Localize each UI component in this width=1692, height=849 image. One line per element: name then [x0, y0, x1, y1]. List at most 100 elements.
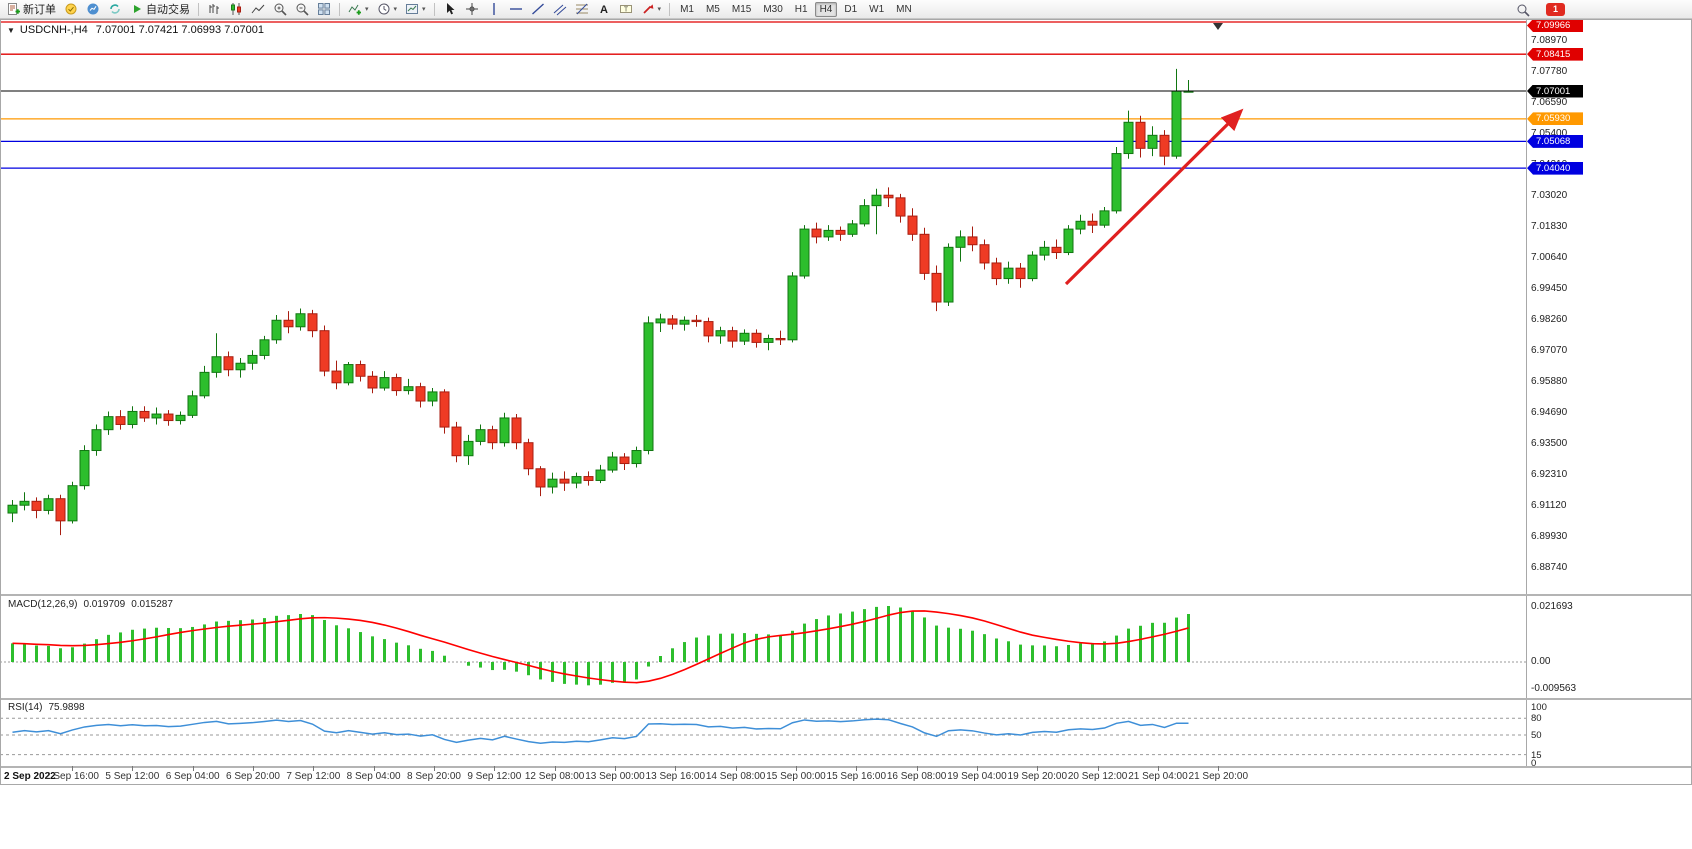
- tf-h4-label: H4: [819, 3, 833, 15]
- rsi-scale-label: 100: [1531, 702, 1547, 713]
- price-tag[interactable]: 7.04040: [1527, 161, 1583, 175]
- time-label: 16 Sep 08:00: [886, 771, 947, 782]
- price-tag[interactable]: 7.07001: [1527, 84, 1583, 98]
- tf-mn-label: MN: [896, 3, 912, 15]
- symbol-period-title: USDCNH-,H4: [19, 24, 88, 36]
- time-label: 15 Sep 16:00: [826, 771, 887, 782]
- price-scale-label: 6.89930: [1531, 530, 1568, 542]
- indicators-button[interactable]: ▾: [345, 0, 372, 18]
- price-tag[interactable]: 7.09966: [1527, 19, 1583, 32]
- tf-m5[interactable]: M5: [701, 2, 725, 17]
- time-tick: [856, 766, 858, 771]
- channel-button[interactable]: [550, 0, 570, 18]
- tf-w1[interactable]: W1: [864, 2, 889, 17]
- time-tick: [614, 766, 616, 771]
- search-button[interactable]: [1513, 1, 1533, 19]
- price-tag[interactable]: 7.05068: [1527, 134, 1583, 148]
- text-label-button[interactable]: T: [616, 0, 636, 18]
- zoom-in-button[interactable]: [270, 0, 290, 18]
- price-scale-label: 7.08970: [1531, 34, 1568, 46]
- candles: [7, 68, 1194, 536]
- notifications-button[interactable]: 1: [1543, 1, 1568, 19]
- price-scale-label: 6.95880: [1531, 375, 1568, 387]
- text-label-icon: T: [619, 2, 633, 16]
- zoom-out-button[interactable]: [292, 0, 312, 18]
- candlestick-chart-button[interactable]: [226, 0, 246, 18]
- time-tick: [1037, 766, 1039, 771]
- tf-m30-label: M30: [763, 3, 783, 15]
- fibonacci-button[interactable]: [572, 0, 592, 18]
- tf-m1[interactable]: M1: [675, 2, 699, 17]
- panel-separator: [0, 766, 1692, 768]
- tf-m30[interactable]: M30: [758, 2, 787, 17]
- tf-d1-label: D1: [844, 3, 858, 15]
- cursor-button[interactable]: [440, 0, 460, 18]
- horizontal-line-button[interactable]: [506, 0, 526, 18]
- clock-icon: [377, 2, 391, 16]
- panel-separator[interactable]: [0, 698, 1692, 700]
- chart-shift-marker: [1213, 23, 1223, 30]
- horizontal-lines: [0, 21, 1526, 169]
- price-tag[interactable]: 7.08415: [1527, 47, 1583, 61]
- price-tag[interactable]: 7.05930: [1527, 112, 1583, 126]
- market-watch-icon: [86, 2, 100, 16]
- one-click-trading-toggle[interactable]: ▼: [7, 26, 15, 35]
- arrows-button[interactable]: ▾: [638, 0, 665, 18]
- crosshair-button[interactable]: [462, 0, 482, 18]
- rsi-scale-label: 50: [1531, 730, 1542, 741]
- macd-signal-value: 0.015287: [131, 599, 173, 610]
- refresh-button[interactable]: [105, 0, 125, 18]
- candlestick-icon: [229, 2, 243, 16]
- periods-button[interactable]: ▾: [374, 0, 401, 18]
- tf-m15-label: M15: [731, 3, 752, 15]
- autotrading-button[interactable]: 自动交易: [127, 0, 193, 18]
- tf-d1[interactable]: D1: [839, 2, 862, 17]
- time-tick: [252, 766, 254, 771]
- macd-indicator-canvas[interactable]: [0, 596, 1526, 698]
- tf-h4[interactable]: H4: [814, 1, 838, 17]
- vertical-line-icon: [487, 2, 501, 16]
- time-axis[interactable]: 2 Sep 2022 2 Sep 16:00 5 Sep 12:00 6 Sep 04…: [0, 766, 1692, 785]
- cursor-icon: [443, 2, 457, 16]
- time-tick: [735, 766, 737, 771]
- tile-windows-icon: [317, 2, 331, 16]
- tf-h1-label: H1: [794, 3, 808, 15]
- time-tick: [1157, 766, 1159, 771]
- price-scale-label: 7.07780: [1531, 65, 1568, 77]
- tf-m15[interactable]: M15: [727, 2, 756, 17]
- line-chart-button[interactable]: [248, 0, 268, 18]
- toolbar-separator: [198, 2, 199, 16]
- time-label: 21 Sep 20:00: [1188, 771, 1249, 782]
- price-scale-label: 6.91120: [1531, 499, 1567, 511]
- bar-chart-button[interactable]: [204, 0, 224, 18]
- price-scale-label: 6.93500: [1531, 437, 1568, 449]
- trendline-button[interactable]: [528, 0, 548, 18]
- rsi-indicator-canvas[interactable]: [0, 700, 1526, 766]
- price-scale-label: 7.03020: [1531, 189, 1568, 201]
- panel-separator[interactable]: [0, 594, 1692, 596]
- rsi-label: RSI(14) 75.9898: [8, 702, 85, 713]
- chevron-down-icon: ▾: [657, 6, 662, 13]
- market-watch-button[interactable]: [83, 0, 103, 18]
- chevron-down-icon: ▾: [422, 6, 426, 13]
- new-order-button[interactable]: 新订单: [4, 0, 59, 18]
- vertical-line-button[interactable]: [484, 0, 504, 18]
- zoom-in-icon: [273, 2, 287, 16]
- time-tick: [675, 766, 677, 771]
- tf-h1[interactable]: H1: [790, 2, 813, 17]
- time-tick: [976, 766, 978, 771]
- toolbar: 新订单 自动交易 ▾ ▾ ▾ A T ▾ M1 M5 M15 M30 H1 H4 D1 W1 MN 1: [0, 0, 1692, 19]
- tile-windows-button[interactable]: [314, 0, 334, 18]
- svg-text:T: T: [623, 7, 628, 14]
- text-button[interactable]: A: [594, 0, 614, 18]
- price-chart-canvas[interactable]: [0, 19, 1526, 594]
- toolbar-separator: [669, 2, 671, 16]
- tf-mn[interactable]: MN: [891, 2, 917, 17]
- time-tick: [132, 766, 134, 771]
- templates-button[interactable]: ▾: [402, 0, 429, 18]
- indicators-icon: [348, 2, 362, 16]
- templates-icon: [405, 2, 419, 16]
- time-label: 13 Sep 16:00: [645, 771, 706, 782]
- metaeditor-button[interactable]: [61, 0, 81, 18]
- price-scale-label: 6.97070: [1531, 344, 1568, 356]
